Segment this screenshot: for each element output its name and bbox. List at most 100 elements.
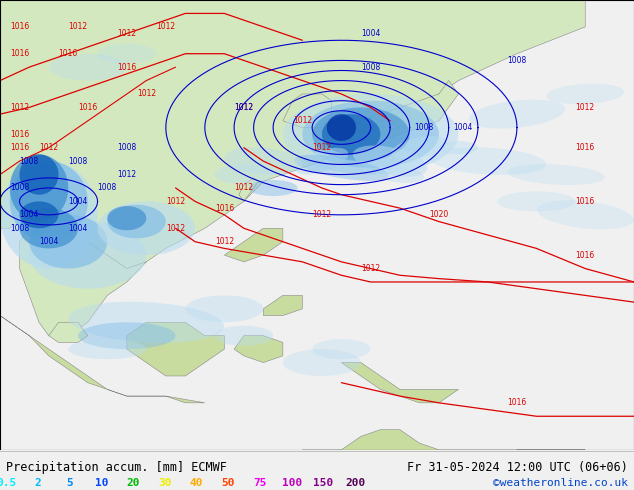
Text: 1008: 1008: [117, 143, 136, 152]
Polygon shape: [225, 147, 302, 175]
Text: 10: 10: [94, 478, 108, 488]
Text: 1016: 1016: [59, 49, 78, 58]
Polygon shape: [0, 161, 98, 269]
Text: 1012: 1012: [313, 143, 332, 152]
Text: 1004: 1004: [39, 237, 58, 246]
Text: 1012: 1012: [39, 143, 58, 152]
Text: 5: 5: [67, 478, 73, 488]
Polygon shape: [312, 339, 371, 359]
Polygon shape: [20, 215, 146, 336]
Polygon shape: [98, 44, 156, 64]
Polygon shape: [10, 154, 68, 221]
Text: 1012: 1012: [235, 183, 254, 193]
Text: 1016: 1016: [10, 130, 29, 139]
Polygon shape: [391, 136, 448, 159]
Text: Precipitation accum. [mm] ECMWF: Precipitation accum. [mm] ECMWF: [6, 461, 227, 474]
Polygon shape: [107, 205, 166, 238]
Polygon shape: [49, 322, 87, 343]
Text: 1008: 1008: [10, 183, 29, 193]
Text: 1008: 1008: [361, 63, 380, 72]
Text: 1004: 1004: [361, 29, 380, 38]
Polygon shape: [0, 0, 585, 269]
Text: 1008: 1008: [98, 183, 117, 193]
Text: 1016: 1016: [10, 23, 29, 31]
Text: 1008: 1008: [68, 157, 87, 166]
Polygon shape: [234, 336, 283, 363]
Polygon shape: [469, 99, 565, 128]
Polygon shape: [322, 114, 380, 154]
Text: 1012: 1012: [361, 264, 380, 273]
Text: 150: 150: [313, 478, 333, 488]
Polygon shape: [185, 295, 263, 322]
Polygon shape: [29, 221, 146, 289]
Polygon shape: [249, 180, 297, 196]
Text: 100: 100: [281, 478, 302, 488]
Text: 1016: 1016: [576, 143, 595, 152]
Text: 1008: 1008: [415, 123, 434, 132]
Text: 1016: 1016: [78, 103, 98, 112]
Polygon shape: [29, 215, 107, 269]
Text: 1012: 1012: [215, 237, 234, 246]
Polygon shape: [263, 295, 302, 316]
Text: 1008: 1008: [20, 157, 39, 166]
Text: 1008: 1008: [10, 224, 29, 233]
Polygon shape: [20, 208, 78, 248]
Polygon shape: [107, 390, 205, 403]
Polygon shape: [78, 322, 176, 349]
Polygon shape: [283, 94, 332, 127]
Polygon shape: [68, 339, 146, 359]
Polygon shape: [10, 161, 87, 242]
Text: 1012: 1012: [10, 103, 29, 112]
Polygon shape: [283, 349, 361, 376]
Polygon shape: [295, 148, 348, 174]
Text: 2: 2: [35, 478, 41, 488]
Polygon shape: [498, 191, 576, 212]
Polygon shape: [49, 54, 127, 80]
Polygon shape: [302, 101, 439, 168]
Polygon shape: [341, 363, 458, 403]
Polygon shape: [371, 121, 400, 134]
Text: 1004: 1004: [20, 210, 39, 220]
Text: 20: 20: [126, 478, 140, 488]
Polygon shape: [341, 80, 458, 141]
Text: 1012: 1012: [166, 224, 185, 233]
Text: 75: 75: [253, 478, 267, 488]
Polygon shape: [107, 206, 146, 230]
Text: 1016: 1016: [215, 204, 234, 213]
Polygon shape: [0, 316, 107, 390]
Polygon shape: [214, 326, 273, 346]
Text: 1012: 1012: [156, 23, 176, 31]
Text: 1016: 1016: [507, 398, 527, 407]
Polygon shape: [547, 84, 624, 104]
Polygon shape: [312, 107, 410, 161]
Text: 1004: 1004: [68, 197, 87, 206]
Polygon shape: [20, 201, 58, 228]
Text: 1004: 1004: [68, 224, 87, 233]
Text: 1016: 1016: [10, 49, 29, 58]
Text: 1004: 1004: [453, 123, 473, 132]
Text: 1016: 1016: [10, 143, 29, 152]
Text: 50: 50: [221, 478, 235, 488]
Text: 1012: 1012: [166, 197, 185, 206]
Polygon shape: [439, 141, 478, 154]
Text: 1012: 1012: [293, 116, 312, 125]
Text: 30: 30: [158, 478, 172, 488]
Polygon shape: [353, 146, 427, 177]
Text: 1012: 1012: [235, 103, 254, 112]
Polygon shape: [224, 228, 283, 262]
Text: 1012: 1012: [576, 103, 595, 112]
Polygon shape: [214, 165, 273, 185]
Polygon shape: [302, 430, 585, 490]
Polygon shape: [283, 94, 458, 174]
Polygon shape: [327, 114, 356, 141]
Text: Fr 31-05-2024 12:00 UTC (06+06): Fr 31-05-2024 12:00 UTC (06+06): [407, 461, 628, 474]
Text: 1016: 1016: [576, 250, 595, 260]
Text: 1016: 1016: [117, 63, 136, 72]
Polygon shape: [332, 127, 351, 147]
Polygon shape: [20, 154, 58, 195]
Polygon shape: [68, 302, 224, 343]
Text: 1012: 1012: [117, 29, 136, 38]
Text: 1012: 1012: [68, 23, 87, 31]
Polygon shape: [127, 322, 224, 376]
Text: 1012: 1012: [235, 103, 254, 112]
